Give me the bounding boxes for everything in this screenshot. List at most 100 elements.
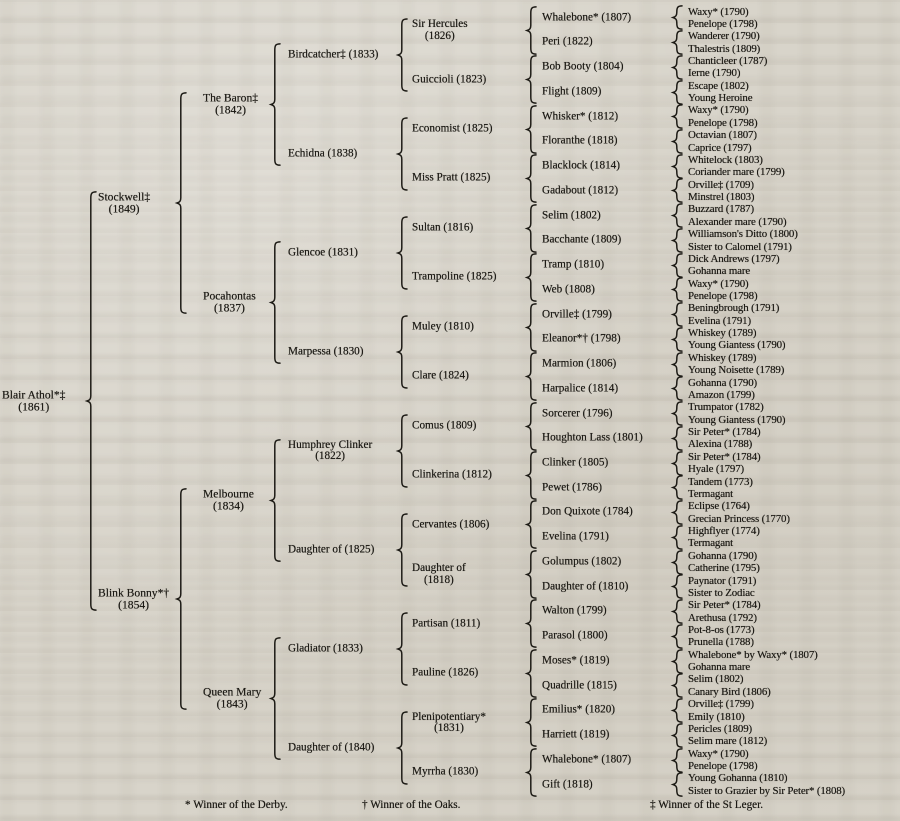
- pedigree-brace: [670, 673, 683, 699]
- node-harriett-1819: Harriett (1819): [542, 728, 610, 741]
- node-penelope-1798: Penelope (1798): [688, 116, 758, 129]
- node-moses-1819: Moses* (1819): [542, 654, 610, 667]
- node-echidna-1838: Echidna (1838): [288, 147, 358, 160]
- node-quadrille-1815: Quadrille (1815): [542, 679, 617, 692]
- node-young-heroine: Young Heroine: [688, 91, 753, 104]
- pedigree-brace: [670, 722, 683, 748]
- node-blair-athol-1861: Blair Athol*‡ (1861): [2, 388, 66, 414]
- pedigree-brace: [670, 426, 683, 451]
- node-glencoe-1831: Glencoe (1831): [288, 246, 358, 259]
- node-melbourne-1834: Melbourne (1834): [203, 487, 254, 513]
- node-termagant: Termagant: [688, 487, 734, 500]
- node-daughter-of-1810: Daughter of (1810): [542, 580, 629, 593]
- pedigree-brace: [524, 203, 537, 253]
- pedigree-brace: [524, 154, 537, 203]
- node-alexander-mare-1790: Alexander mare (1790): [688, 215, 787, 228]
- node-myrrha-1830: Myrrha (1830): [412, 765, 479, 778]
- node-dick-andrews-1797: Dick Andrews (1797): [688, 252, 780, 265]
- node-web-1808: Web (1808): [542, 283, 595, 296]
- footnote-st-leger-winner: ‡ Winner of the St Leger.: [650, 799, 764, 811]
- node-arethusa-1792: Arethusa (1792): [688, 611, 757, 624]
- node-clare-1824: Clare (1824): [412, 370, 469, 383]
- pedigree-brace: [670, 203, 683, 229]
- node-pot-8-os-1773: Pot-8-os (1773): [688, 623, 755, 636]
- pedigree-brace: [524, 401, 537, 451]
- node-waxy-1790: Waxy* (1790): [688, 5, 749, 18]
- node-bob-booty-1804: Bob Booty (1804): [542, 60, 624, 73]
- node-gladiator-1833: Gladiator (1833): [288, 642, 363, 655]
- node-whiskey-1789: Whiskey (1789): [688, 327, 757, 340]
- node-waxy-1790: Waxy* (1790): [688, 104, 749, 117]
- pedigree-brace: [670, 252, 683, 278]
- pedigree-brace: [524, 698, 537, 748]
- node-cervantes-1806: Cervantes (1806): [412, 518, 490, 531]
- node-waxy-1790: Waxy* (1790): [688, 277, 749, 290]
- node-gohanna-1790: Gohanna (1790): [688, 376, 757, 389]
- node-hyale-1797: Hyale (1797): [688, 463, 744, 476]
- node-humphrey-clinker-1822: Humphrey Clinker (1822): [288, 438, 373, 463]
- node-whisker-1812: Whisker* (1812): [542, 110, 619, 123]
- node-sister-to-zodiac: Sister to Zodiac: [688, 586, 755, 599]
- pedigree-brace: [670, 475, 683, 501]
- pedigree-brace: [268, 42, 281, 166]
- node-guiccioli-1823: Guiccioli (1823): [412, 73, 487, 86]
- node-stockwell-1849: Stockwell‡ (1849): [98, 190, 151, 216]
- node-beningbrough-1791: Beningbrough (1791): [688, 302, 780, 315]
- pedigree-brace: [670, 5, 683, 31]
- pedigree-brace: [670, 129, 683, 154]
- node-marmion-1806: Marmion (1806): [542, 357, 617, 370]
- node-chanticleer-1787: Chanticleer (1787): [688, 54, 768, 67]
- node-birdcatcher-1833: Birdcatcher‡ (1833): [288, 48, 379, 61]
- pedigree-brace: [670, 302, 683, 328]
- pedigree-brace: [395, 513, 408, 587]
- pedigree-brace: [174, 488, 187, 711]
- node-pauline-1826: Pauline (1826): [412, 667, 479, 680]
- node-harpalice-1814: Harpalice (1814): [542, 382, 619, 395]
- node-blink-bonny-1854: Blink Bonny*† (1854): [98, 586, 170, 612]
- pedigree-brace: [670, 648, 683, 674]
- node-thalestris-1809: Thalestris (1809): [688, 42, 761, 55]
- pedigree-brace: [670, 524, 683, 550]
- node-economist-1825: Economist (1825): [412, 122, 493, 135]
- node-young-noisette-1789: Young Noisette (1789): [688, 364, 785, 377]
- node-sir-peter-1784: Sir Peter* (1784): [688, 425, 761, 438]
- pedigree-brace: [524, 500, 537, 550]
- node-emilius-1820: Emilius* (1820): [542, 704, 616, 717]
- node-alexina-1788: Alexina (1788): [688, 438, 753, 451]
- node-floranthe-1818: Floranthe (1818): [542, 135, 618, 148]
- node-tandem-1773: Tandem (1773): [688, 475, 753, 488]
- pedigree-brace: [395, 216, 408, 290]
- node-eclipse-1764: Eclipse (1764): [688, 500, 750, 513]
- node-young-gohanna-1810: Young Gohanna (1810): [688, 772, 788, 785]
- node-walton-1799: Walton (1799): [542, 605, 607, 618]
- node-caprice-1797: Caprice (1797): [688, 141, 752, 154]
- footnote-oaks-winner: † Winner of the Oaks.: [362, 799, 461, 811]
- pedigree-brace: [268, 240, 281, 364]
- pedigree-brace: [395, 711, 408, 785]
- pedigree-brace: [524, 550, 537, 599]
- pedigree-brace: [670, 376, 683, 402]
- node-evelina-1791: Evelina (1791): [688, 314, 751, 327]
- node-grecian-princess-1770: Grecian Princess (1770): [688, 512, 790, 525]
- node-trumpator-1782: Trumpator (1782): [688, 401, 764, 414]
- pedigree-brace: [670, 153, 683, 179]
- node-whitelock-1803: Whitelock (1803): [688, 153, 763, 166]
- node-muley-1810: Muley (1810): [412, 320, 474, 333]
- pedigree-brace: [268, 636, 281, 760]
- node-gadabout-1812: Gadabout (1812): [542, 184, 619, 197]
- node-gift-1818: Gift (1818): [542, 778, 593, 791]
- pedigree-brace: [670, 30, 683, 55]
- node-marpessa-1830: Marpessa (1830): [288, 345, 364, 358]
- node-sultan-1816: Sultan (1816): [412, 221, 474, 234]
- node-waxy-1790: Waxy* (1790): [688, 747, 749, 760]
- pedigree-brace: [524, 253, 537, 302]
- node-peri-1822: Peri (1822): [542, 36, 593, 49]
- node-buzzard-1787: Buzzard (1787): [688, 203, 754, 216]
- pedigree-brace: [524, 352, 537, 401]
- node-whiskey-1789: Whiskey (1789): [688, 351, 757, 364]
- pedigree-brace: [670, 599, 683, 624]
- node-evelina-1791: Evelina (1791): [542, 530, 609, 543]
- node-clinkerina-1812: Clinkerina (1812): [412, 469, 492, 482]
- node-gohanna-mare: Gohanna mare: [688, 661, 751, 674]
